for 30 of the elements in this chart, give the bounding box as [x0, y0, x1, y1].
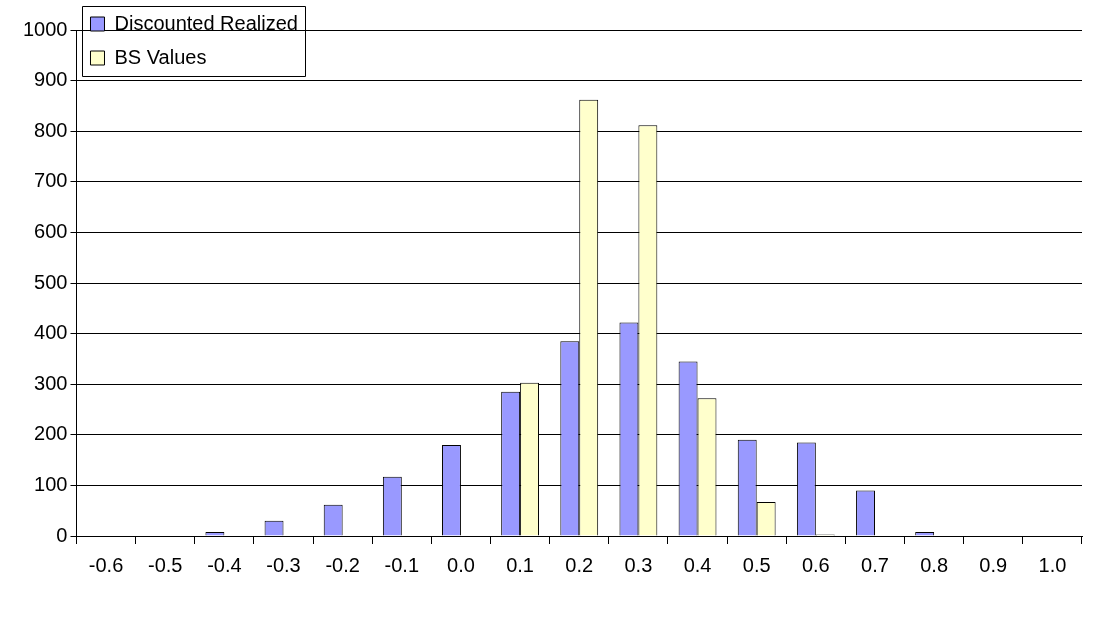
- y-tick-label: 800: [34, 118, 68, 141]
- x-tick-label: 0.5: [742, 553, 771, 576]
- legend-label: BS Values: [114, 45, 207, 68]
- x-tick-label: 0.6: [801, 553, 830, 576]
- y-tick-label: 500: [34, 270, 68, 293]
- x-tick-label: 0.2: [565, 553, 594, 576]
- x-tick-label: -0.5: [147, 553, 183, 576]
- x-tick-label: -0.2: [325, 553, 360, 576]
- x-tick-label: -0.6: [88, 553, 124, 576]
- x-tick-label: 0.9: [979, 553, 1008, 576]
- x-tick-label: 0.3: [624, 553, 653, 576]
- y-tick-label: 300: [34, 371, 68, 394]
- x-tick-label: 0.0: [447, 553, 475, 576]
- x-tick-label: 1.0: [1038, 553, 1067, 576]
- y-tick-label: 900: [34, 68, 68, 91]
- x-tick-label: 0.7: [861, 553, 889, 576]
- y-tick-label: 400: [34, 321, 68, 344]
- y-tick-label: 200: [34, 422, 68, 445]
- y-tick-label: 100: [34, 472, 68, 495]
- x-tick-label: 0.8: [920, 553, 949, 576]
- x-tick-label: 0.4: [683, 553, 712, 576]
- x-tick-label: 0.1: [506, 553, 534, 576]
- y-tick-label: 600: [34, 219, 68, 242]
- x-tick-label: -0.1: [384, 553, 420, 576]
- x-tick-label: -0.3: [266, 553, 301, 576]
- legend-label: Discounted Realized: [114, 11, 298, 34]
- y-tick-label: 700: [34, 169, 68, 192]
- y-tick-label: 0: [56, 523, 68, 546]
- y-tick-label: 1000: [22, 17, 68, 40]
- x-tick-label: -0.4: [207, 553, 242, 576]
